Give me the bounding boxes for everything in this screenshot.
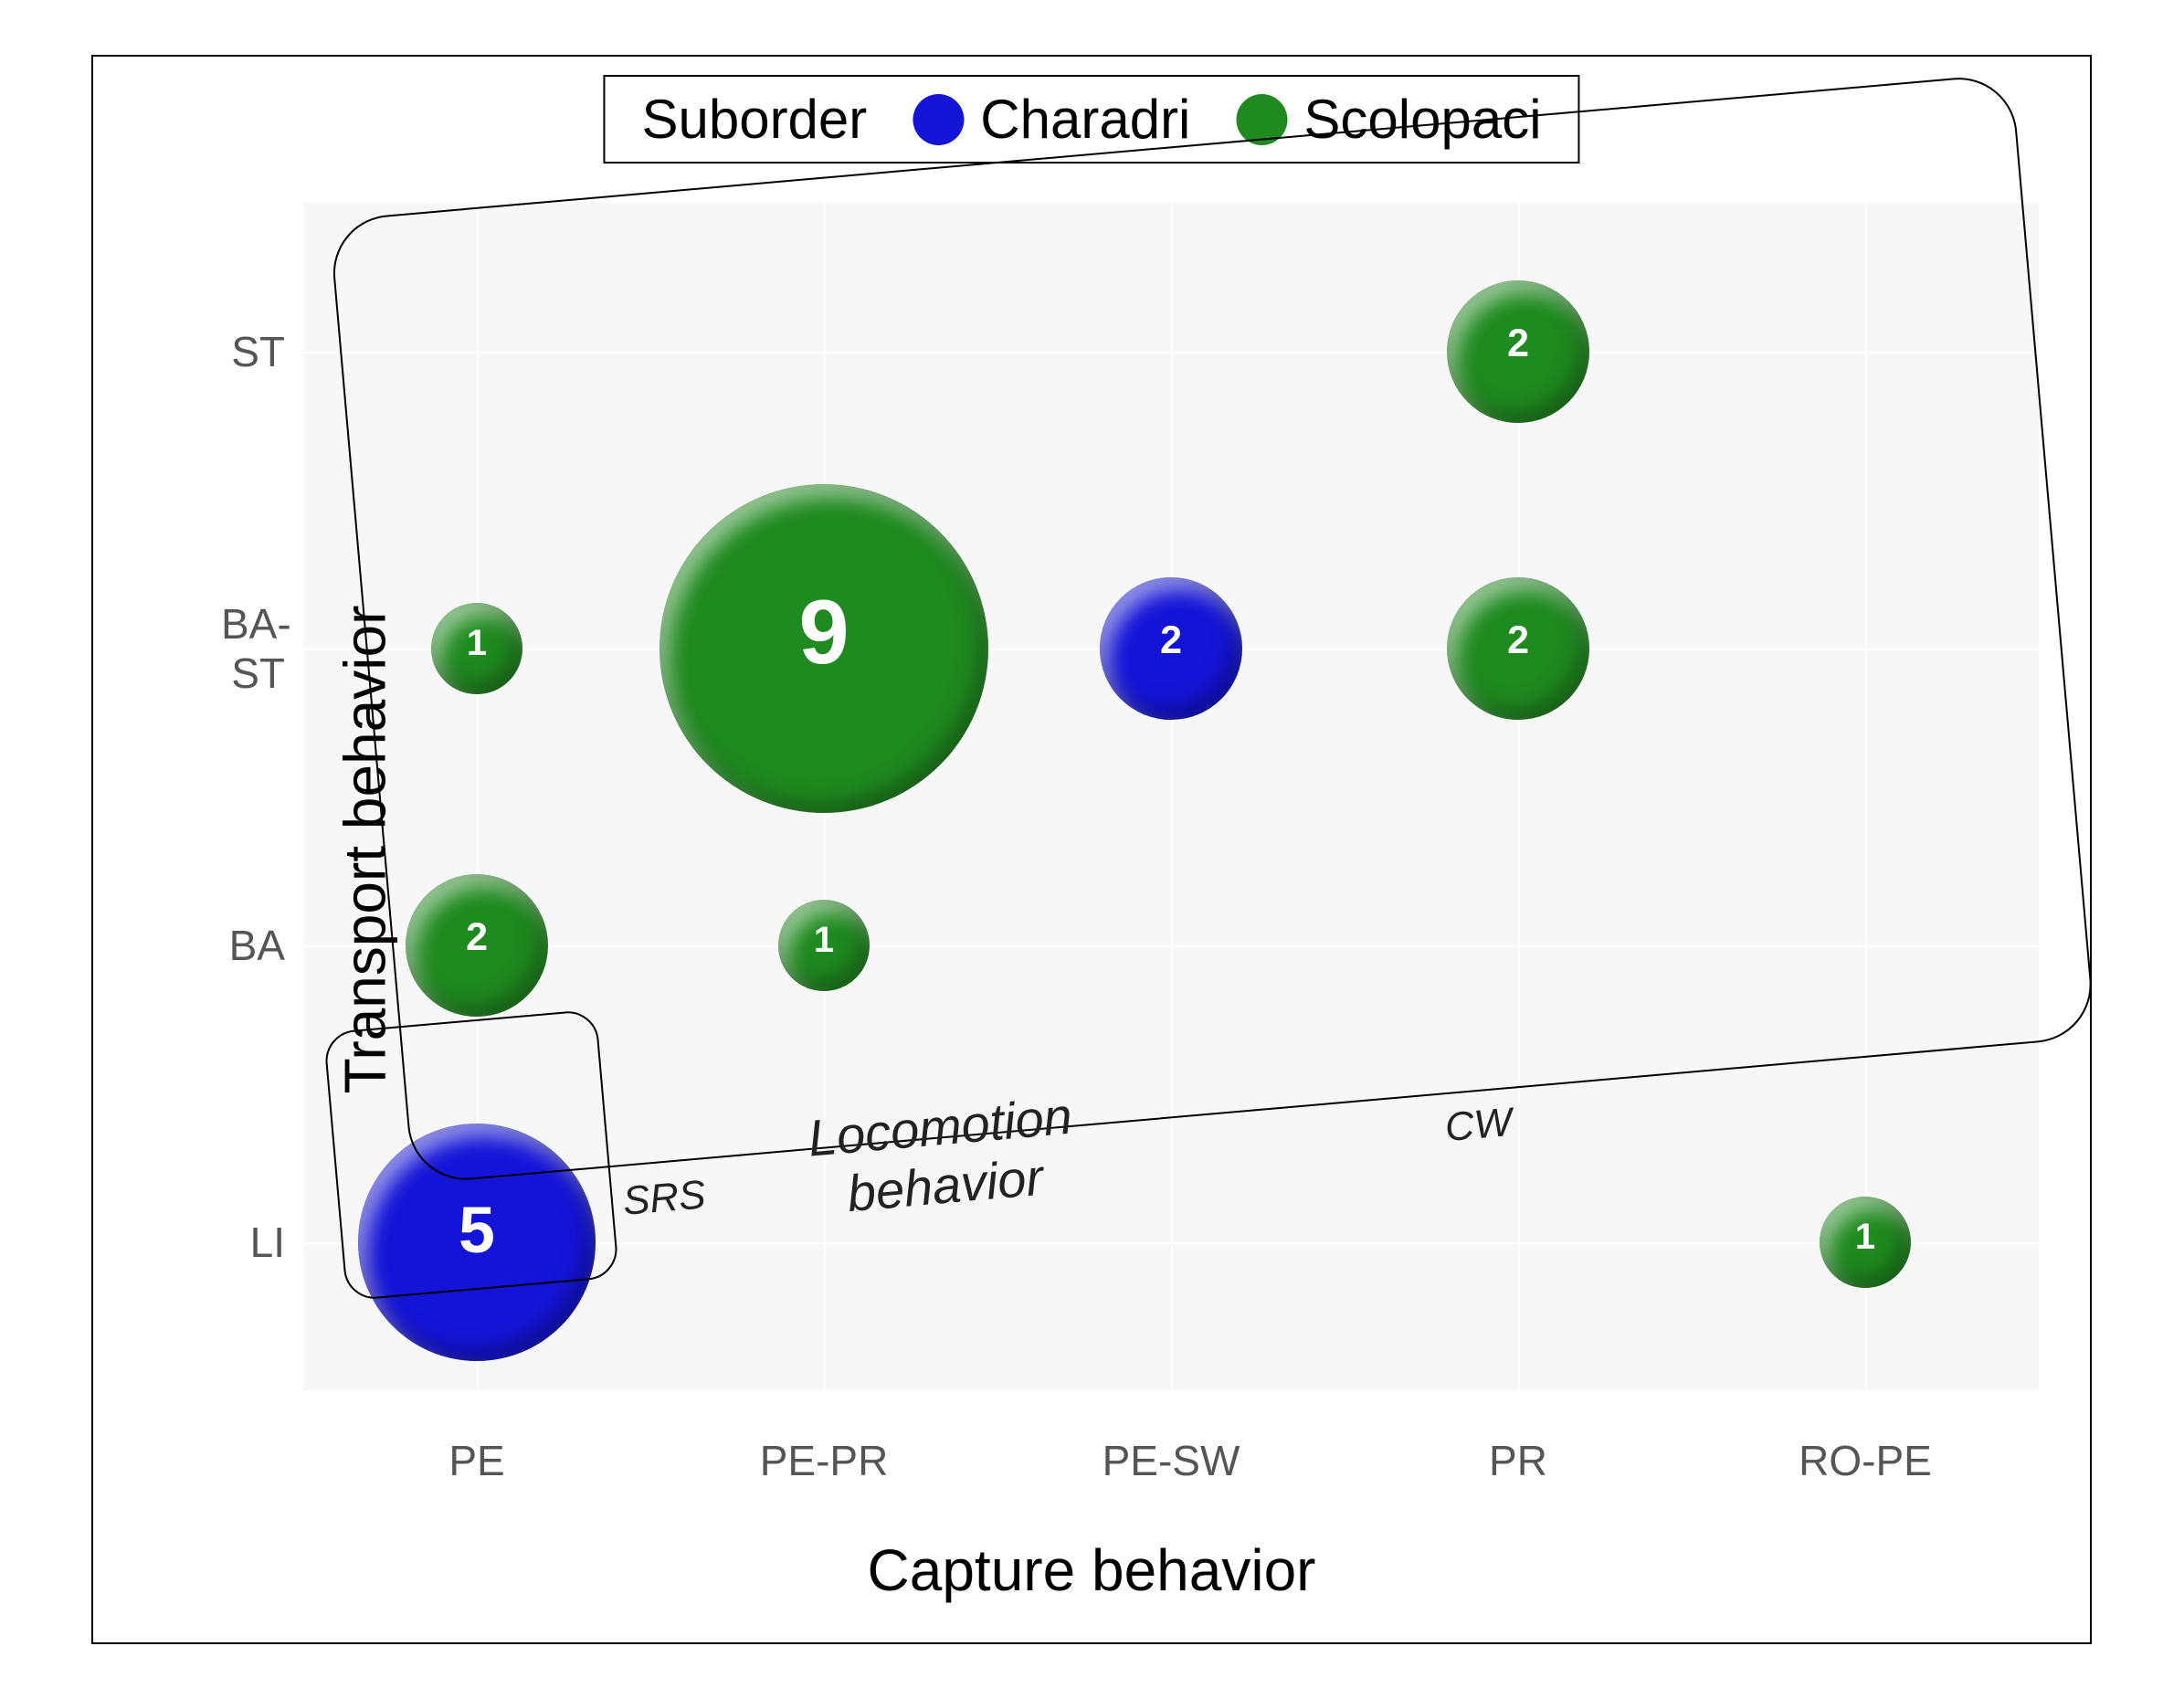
x-tick-label: PR — [1489, 1436, 1547, 1485]
x-tick-label: PE — [448, 1436, 504, 1485]
legend-label-charadri: Charadri — [980, 88, 1190, 151]
bubble-value: 1 — [1855, 1217, 1875, 1258]
chart-outer-frame: Suborder Charadri Scolopaci 192222151 Tr… — [91, 55, 2092, 1644]
legend-dot-charadri — [913, 94, 964, 145]
x-axis-title: Capture behavior — [868, 1536, 1316, 1604]
y-tick-label: ST — [221, 327, 285, 376]
x-tick-label: PE-SW — [1103, 1436, 1240, 1485]
y-tick-label: BA — [221, 921, 285, 970]
x-tick-label: PE-PR — [760, 1436, 889, 1485]
annotation-locomotion-line: Locomotionbehavior — [806, 1087, 1074, 1223]
annotation-srs: SRS — [621, 1172, 707, 1225]
legend-item-charadri: Charadri — [913, 88, 1190, 151]
y-tick-label: LI — [221, 1218, 285, 1267]
locomotion-box-srs — [323, 1008, 620, 1301]
locomotion-box-cw — [329, 73, 2096, 1185]
x-tick-label: RO-PE — [1799, 1436, 1932, 1485]
legend-title: Suborder — [641, 88, 867, 151]
y-tick-label: BA-ST — [221, 599, 285, 698]
bubble-scolopaci-ro-pe-li: 1 — [1820, 1197, 1911, 1288]
annotation-cw: CW — [1443, 1100, 1514, 1151]
